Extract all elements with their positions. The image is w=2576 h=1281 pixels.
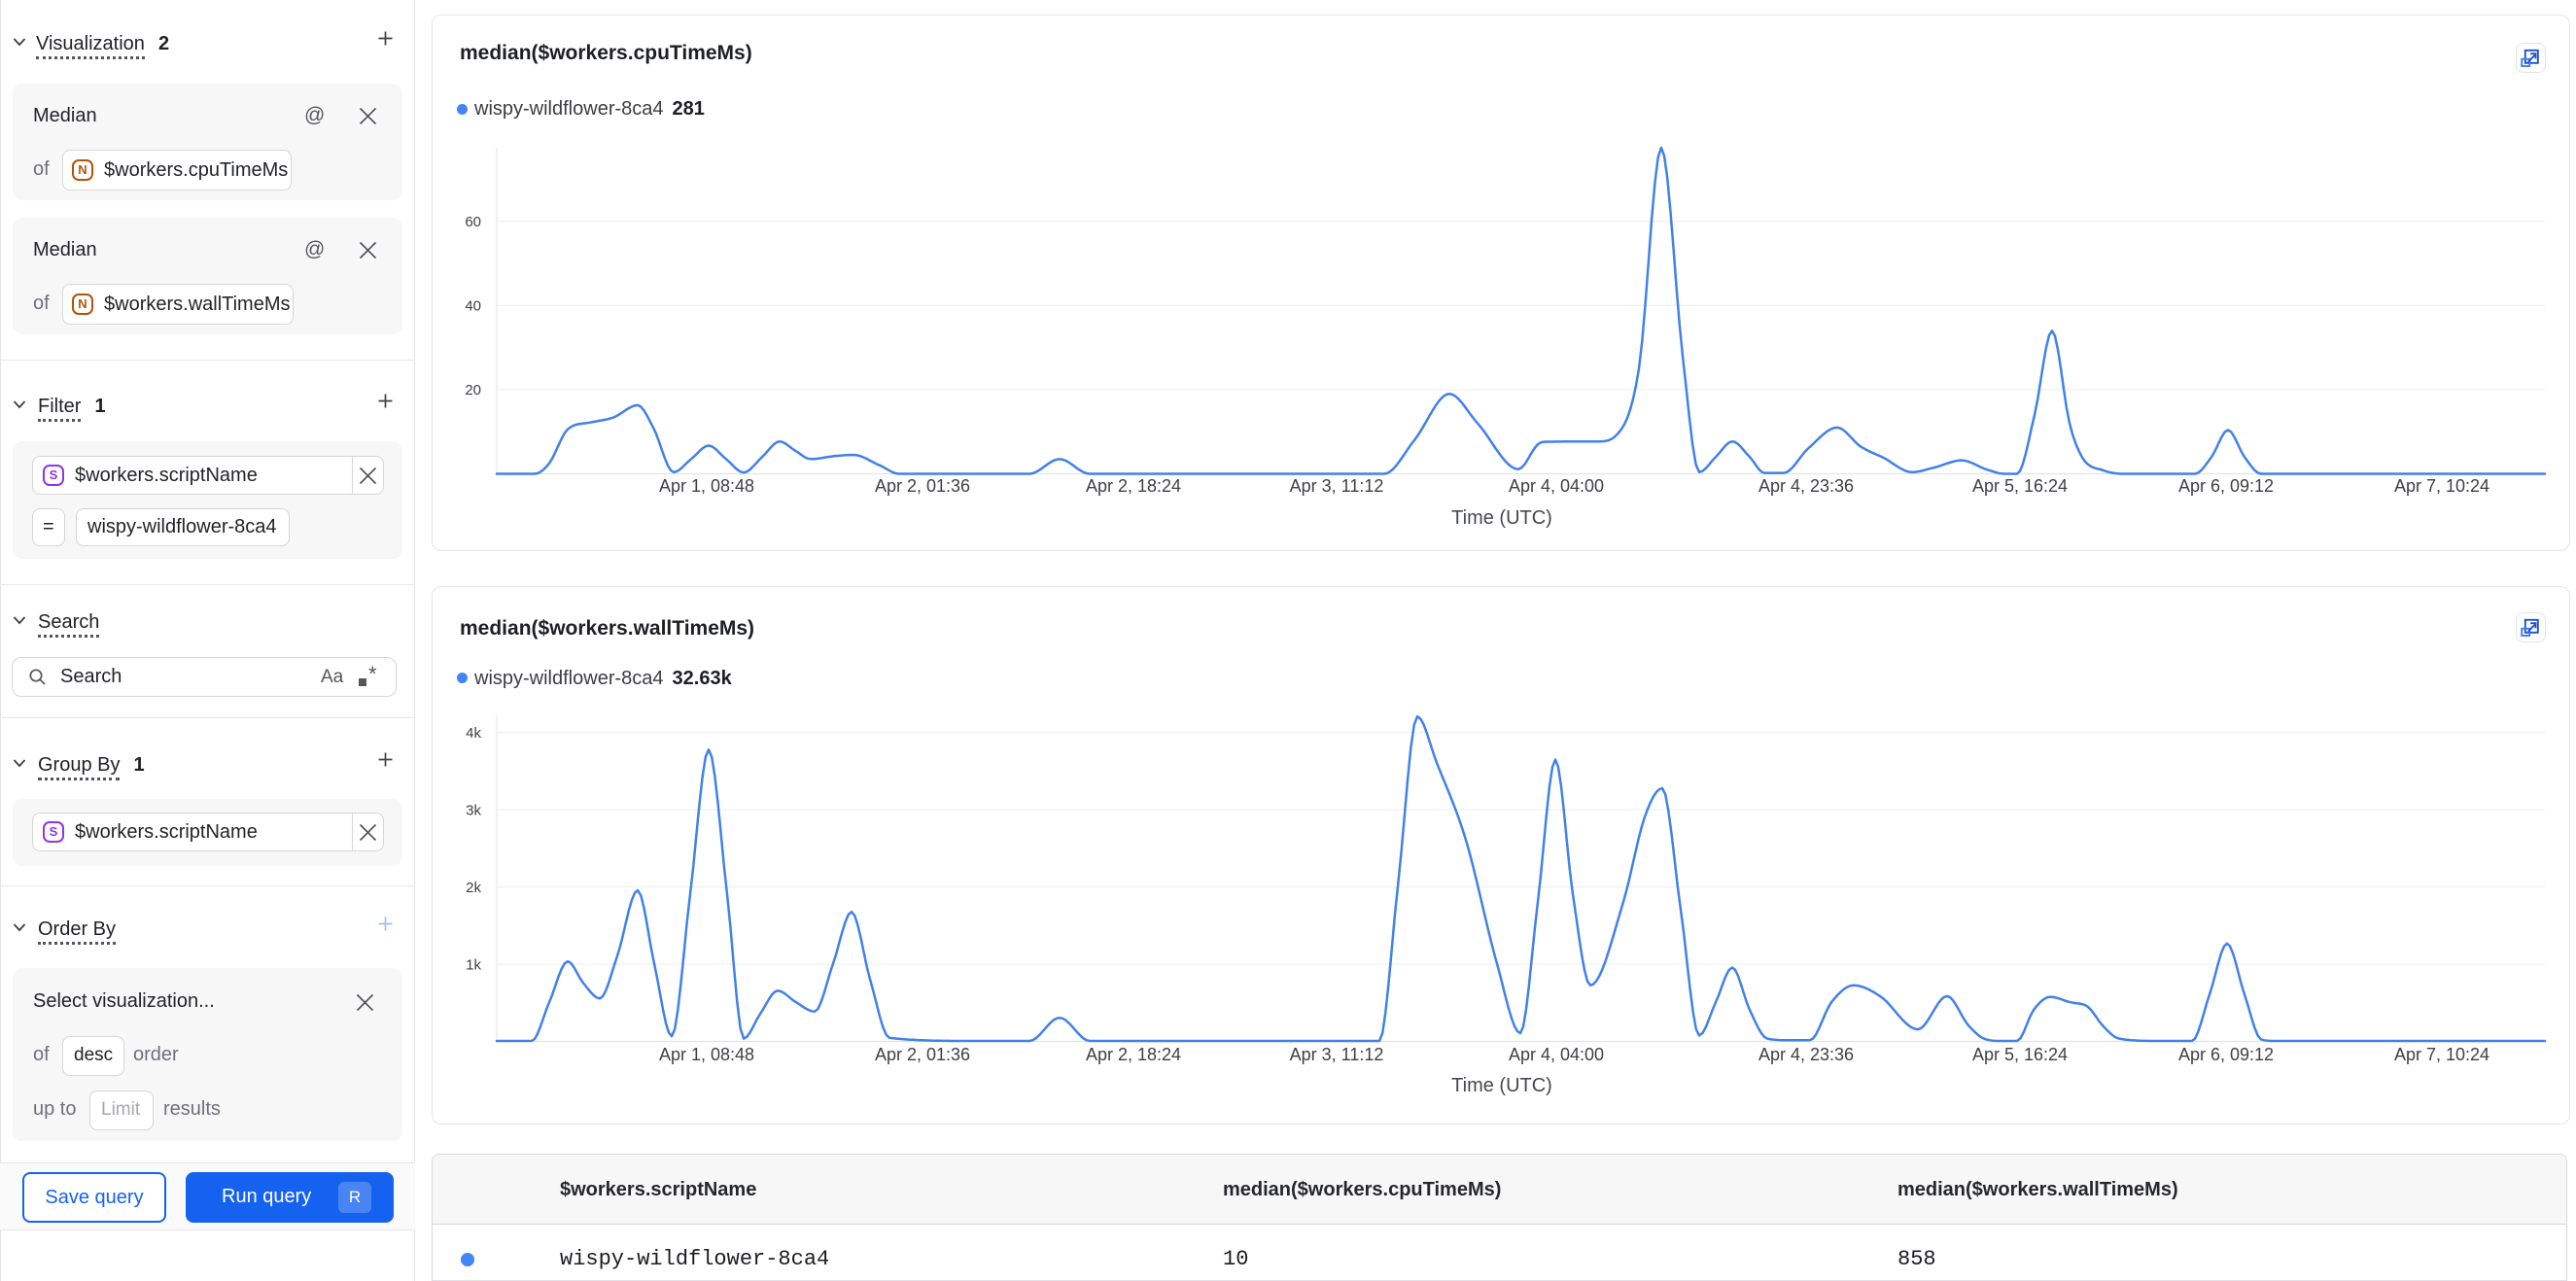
svg-text:Apr 1, 08:48: Apr 1, 08:48	[659, 1045, 754, 1064]
svg-text:Apr 4, 04:00: Apr 4, 04:00	[1509, 1045, 1604, 1064]
svg-text:Apr 3, 11:12: Apr 3, 11:12	[1290, 476, 1384, 496]
svg-text:Apr 5, 16:24: Apr 5, 16:24	[1972, 476, 2068, 496]
svg-text:40: 40	[465, 298, 481, 315]
svg-text:2k: 2k	[466, 880, 481, 896]
svg-text:Apr 7, 10:24: Apr 7, 10:24	[2394, 476, 2489, 496]
svg-text:Apr 5, 16:24: Apr 5, 16:24	[1972, 1045, 2068, 1064]
svg-text:Apr 1, 08:48: Apr 1, 08:48	[659, 476, 754, 496]
svg-text:Apr 4, 23:36: Apr 4, 23:36	[1758, 476, 1854, 496]
svg-text:Apr 6, 09:12: Apr 6, 09:12	[2178, 476, 2274, 496]
svg-text:Apr 6, 09:12: Apr 6, 09:12	[2178, 1045, 2274, 1064]
svg-text:Apr 7, 10:24: Apr 7, 10:24	[2394, 1045, 2489, 1064]
svg-text:Apr 3, 11:12: Apr 3, 11:12	[1290, 1045, 1384, 1064]
svg-text:Time (UTC): Time (UTC)	[1451, 1075, 1552, 1096]
svg-text:Apr 2, 01:36: Apr 2, 01:36	[875, 476, 970, 496]
svg-text:60: 60	[465, 214, 481, 230]
svg-text:Apr 2, 18:24: Apr 2, 18:24	[1086, 476, 1181, 496]
svg-text:4k: 4k	[466, 725, 481, 742]
svg-text:Apr 4, 23:36: Apr 4, 23:36	[1758, 1045, 1854, 1064]
svg-text:Apr 2, 01:36: Apr 2, 01:36	[875, 1045, 970, 1064]
svg-text:Apr 2, 18:24: Apr 2, 18:24	[1086, 1045, 1181, 1064]
svg-text:1k: 1k	[466, 956, 481, 973]
svg-text:Time (UTC): Time (UTC)	[1451, 507, 1552, 529]
svg-text:3k: 3k	[466, 802, 481, 818]
svg-text:*: *	[368, 666, 377, 686]
svg-text:Apr 4, 04:00: Apr 4, 04:00	[1509, 476, 1604, 496]
svg-text:20: 20	[465, 382, 481, 398]
